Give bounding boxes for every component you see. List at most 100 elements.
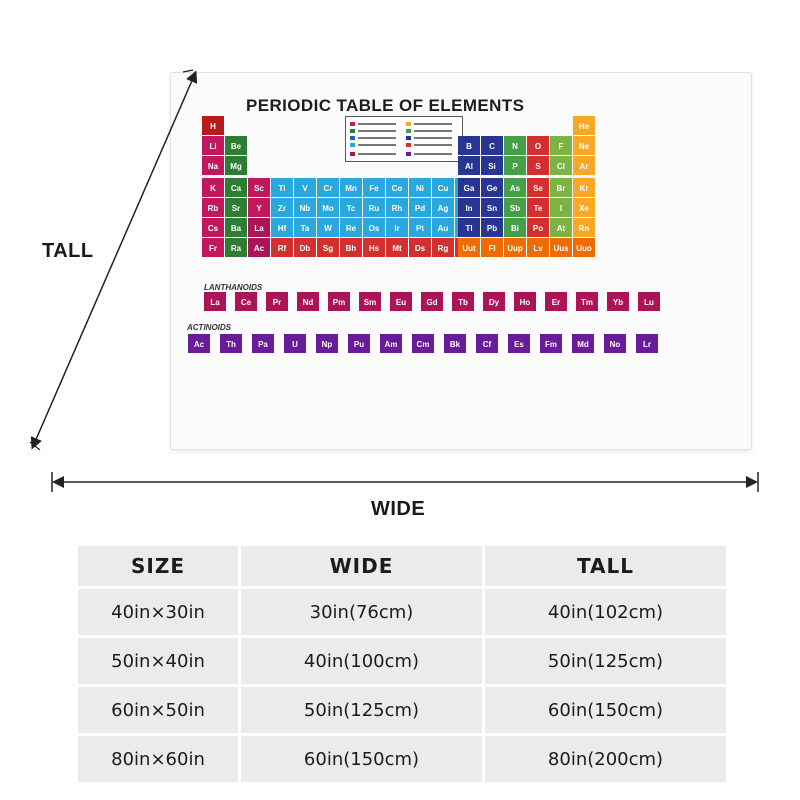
- header-wide: WIDE: [241, 546, 485, 589]
- element-cell: Nb: [294, 198, 316, 217]
- element-cell: B: [458, 136, 480, 155]
- element-cell: He: [573, 116, 595, 135]
- element-symbol: C: [489, 142, 495, 151]
- element-symbol: Cr: [323, 184, 333, 193]
- element-symbol: Md: [577, 340, 589, 349]
- element-symbol: Nd: [302, 298, 314, 307]
- element-cell: Db: [294, 238, 316, 257]
- element-symbol: Kr: [579, 184, 589, 193]
- size-cell: 80in×60in: [78, 736, 241, 785]
- element-cell: Re: [340, 218, 362, 237]
- element-symbol: Ta: [300, 224, 310, 233]
- element-cell: Rf: [271, 238, 293, 257]
- element-symbol: Dy: [488, 298, 500, 307]
- element-cell: Os: [363, 218, 385, 237]
- element-symbol: Pr: [272, 298, 282, 307]
- element-cell: Te: [527, 198, 549, 217]
- tall-cell: 60in(150cm): [485, 687, 726, 736]
- element-symbol: Ac: [193, 340, 205, 349]
- element-symbol: Ce: [240, 298, 252, 307]
- element-symbol: Ga: [463, 184, 475, 193]
- element-cell: Pa: [252, 334, 274, 353]
- size-cell: 40in×30in: [78, 589, 241, 638]
- element-cell: Fl: [481, 238, 503, 257]
- element-cell: Rn: [573, 218, 595, 237]
- element-symbol: Si: [488, 162, 496, 171]
- table-row: 50in×40in 40in(100cm) 50in(125cm): [78, 638, 726, 687]
- element-symbol: P: [512, 162, 518, 171]
- element-symbol: Sc: [254, 184, 264, 193]
- element-cell: Si: [481, 156, 503, 175]
- element-symbol: Sr: [231, 204, 241, 213]
- element-symbol: W: [324, 224, 332, 233]
- element-symbol: Fr: [209, 244, 217, 253]
- element-cell: Er: [545, 292, 567, 311]
- element-symbol: Ho: [519, 298, 531, 307]
- element-symbol: Fl: [488, 244, 496, 253]
- element-symbol: Mg: [230, 162, 242, 171]
- element-cell: Dy: [483, 292, 505, 311]
- tall-arrow-line: [30, 70, 198, 450]
- element-symbol: Uut: [462, 244, 476, 253]
- element-cell: Pm: [328, 292, 350, 311]
- size-table: SIZE WIDE TALL 40in×30in 30in(76cm) 40in…: [78, 546, 726, 785]
- element-symbol: Os: [368, 224, 380, 233]
- element-cell: Bk: [444, 334, 466, 353]
- wide-cell: 50in(125cm): [241, 687, 485, 736]
- element-symbol: Cu: [437, 184, 449, 193]
- element-cell: Ac: [248, 238, 270, 257]
- element-symbol: Tc: [346, 204, 356, 213]
- element-cell: N: [504, 136, 526, 155]
- element-symbol: Ne: [578, 142, 590, 151]
- element-symbol: N: [512, 142, 518, 151]
- element-symbol: Lr: [643, 340, 651, 349]
- element-symbol: Rb: [207, 204, 219, 213]
- element-symbol: Uup: [507, 244, 523, 253]
- element-symbol: He: [578, 122, 590, 131]
- element-cell: Na: [202, 156, 224, 175]
- element-symbol: Br: [556, 184, 566, 193]
- element-symbol: Db: [299, 244, 311, 253]
- element-symbol: Sm: [363, 298, 377, 307]
- element-symbol: Ni: [416, 184, 424, 193]
- element-symbol: Y: [256, 204, 262, 213]
- tall-label: TALL: [42, 240, 94, 262]
- element-symbol: Ar: [579, 162, 589, 171]
- element-symbol: Bh: [345, 244, 357, 253]
- element-symbol: Am: [384, 340, 398, 349]
- element-cell: Kr: [573, 178, 595, 197]
- element-cell: Fm: [540, 334, 562, 353]
- element-symbol: Se: [533, 184, 543, 193]
- element-cell: Gd: [421, 292, 443, 311]
- element-symbol: Bk: [449, 340, 461, 349]
- element-cell: Tc: [340, 198, 362, 217]
- element-symbol: Sb: [509, 204, 521, 213]
- size-table-header-row: SIZE WIDE TALL: [78, 546, 726, 589]
- element-cell: Lv: [527, 238, 549, 257]
- element-symbol: Er: [551, 298, 561, 307]
- element-symbol: Cf: [482, 340, 492, 349]
- element-cell: Yb: [607, 292, 629, 311]
- element-cell: V: [294, 178, 316, 197]
- element-cell: Ar: [573, 156, 595, 175]
- element-cell: C: [481, 136, 503, 155]
- element-symbol: Mn: [345, 184, 357, 193]
- element-cell: I: [550, 198, 572, 217]
- element-cell: Mg: [225, 156, 247, 175]
- element-symbol: Hf: [277, 224, 287, 233]
- element-symbol: Sg: [322, 244, 334, 253]
- element-cell: La: [248, 218, 270, 237]
- element-symbol: Co: [391, 184, 403, 193]
- element-cell: Cr: [317, 178, 339, 197]
- element-cell: K: [202, 178, 224, 197]
- size-cell: 60in×50in: [78, 687, 241, 736]
- tall-cell: 80in(200cm): [485, 736, 726, 785]
- element-cell: Rb: [202, 198, 224, 217]
- element-symbol: Nb: [299, 204, 311, 213]
- element-cell: Lu: [638, 292, 660, 311]
- element-symbol: Np: [321, 340, 333, 349]
- element-symbol: Ba: [230, 224, 242, 233]
- element-symbol: Uuo: [576, 244, 592, 253]
- element-symbol: Pm: [332, 298, 346, 307]
- element-cell: Ne: [573, 136, 595, 155]
